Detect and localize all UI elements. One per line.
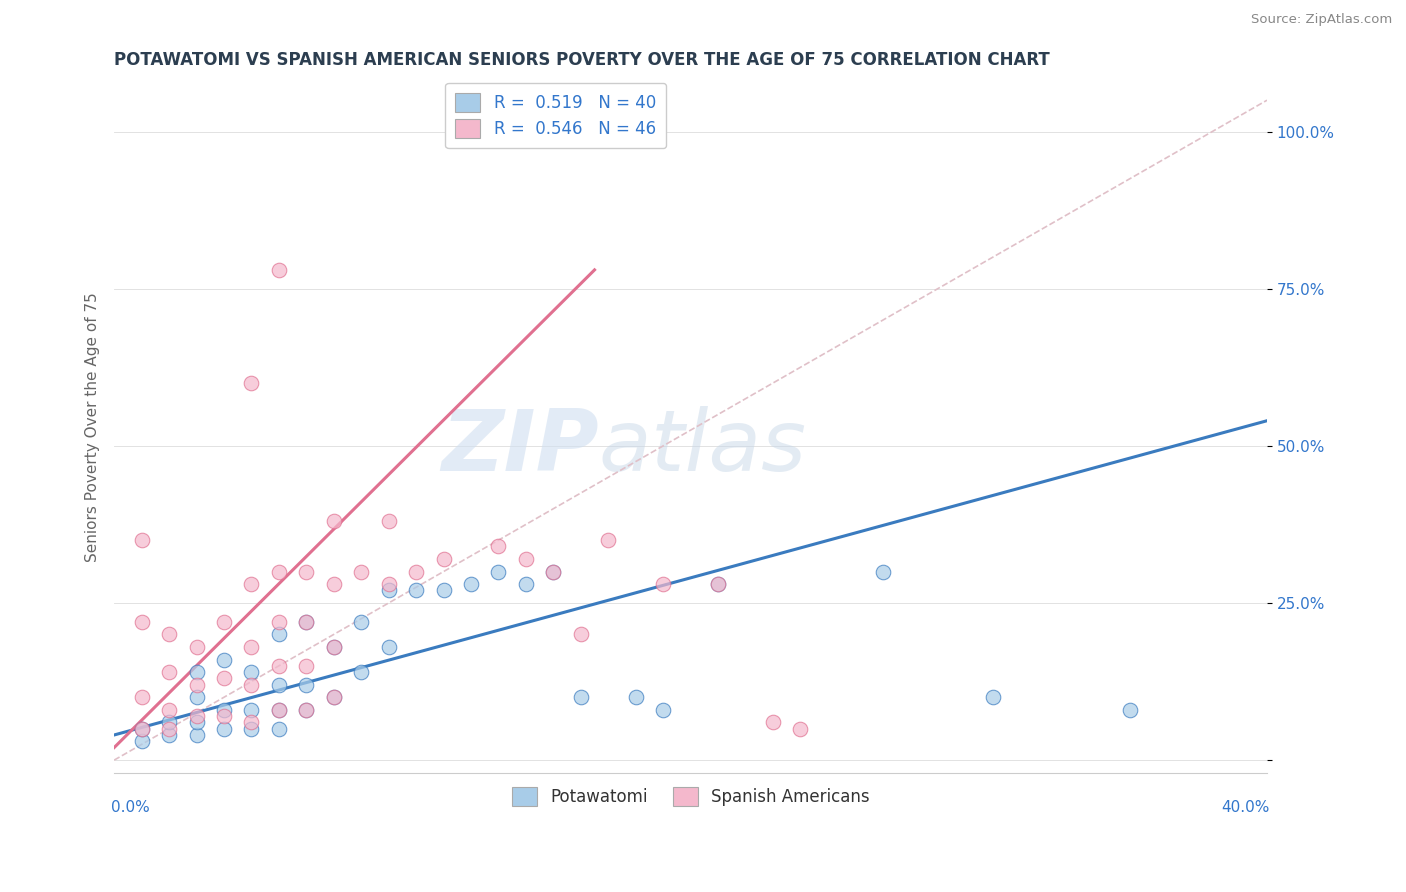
Point <box>295 678 318 692</box>
Point <box>267 627 290 641</box>
Point <box>186 715 208 730</box>
Text: 40.0%: 40.0% <box>1222 799 1270 814</box>
Point <box>295 658 318 673</box>
Text: 0.0%: 0.0% <box>111 799 150 814</box>
Point <box>488 540 510 554</box>
Point <box>515 552 537 566</box>
Point <box>212 703 235 717</box>
Point <box>212 652 235 666</box>
Point <box>267 658 290 673</box>
Point <box>240 376 263 390</box>
Point <box>488 565 510 579</box>
Point <box>350 665 373 679</box>
Point <box>350 615 373 629</box>
Point <box>624 690 647 705</box>
Point <box>240 640 263 654</box>
Point <box>157 703 180 717</box>
Point <box>872 565 894 579</box>
Point <box>212 722 235 736</box>
Point <box>157 627 180 641</box>
Point <box>350 565 373 579</box>
Point <box>569 627 592 641</box>
Point <box>543 565 565 579</box>
Point <box>131 722 153 736</box>
Point <box>186 728 208 742</box>
Point <box>295 703 318 717</box>
Point <box>186 709 208 723</box>
Point <box>652 577 675 591</box>
Point <box>186 640 208 654</box>
Point <box>267 263 290 277</box>
Point <box>322 514 344 528</box>
Text: ZIP: ZIP <box>440 406 599 489</box>
Point <box>377 640 399 654</box>
Point <box>212 709 235 723</box>
Point <box>377 577 399 591</box>
Point <box>322 690 344 705</box>
Point <box>131 734 153 748</box>
Point <box>157 665 180 679</box>
Point <box>598 533 620 548</box>
Point <box>157 715 180 730</box>
Point <box>240 715 263 730</box>
Text: Source: ZipAtlas.com: Source: ZipAtlas.com <box>1251 13 1392 27</box>
Point <box>322 640 344 654</box>
Point <box>267 565 290 579</box>
Point <box>569 690 592 705</box>
Point <box>240 678 263 692</box>
Point <box>322 640 344 654</box>
Point <box>131 722 153 736</box>
Point <box>157 728 180 742</box>
Point <box>240 577 263 591</box>
Point <box>377 514 399 528</box>
Point <box>186 665 208 679</box>
Y-axis label: Seniors Poverty Over the Age of 75: Seniors Poverty Over the Age of 75 <box>86 293 100 562</box>
Point <box>405 583 427 598</box>
Text: POTAWATOMI VS SPANISH AMERICAN SENIORS POVERTY OVER THE AGE OF 75 CORRELATION CH: POTAWATOMI VS SPANISH AMERICAN SENIORS P… <box>114 51 1050 69</box>
Point <box>377 583 399 598</box>
Point <box>707 577 730 591</box>
Point <box>405 565 427 579</box>
Point <box>432 552 454 566</box>
Point <box>543 565 565 579</box>
Point <box>267 703 290 717</box>
Point <box>762 715 785 730</box>
Point <box>295 615 318 629</box>
Point <box>789 722 811 736</box>
Point <box>652 703 675 717</box>
Point <box>131 533 153 548</box>
Point <box>322 577 344 591</box>
Point <box>267 678 290 692</box>
Point <box>707 577 730 591</box>
Point <box>295 615 318 629</box>
Point <box>240 703 263 717</box>
Text: atlas: atlas <box>599 406 807 489</box>
Point <box>295 703 318 717</box>
Point <box>267 722 290 736</box>
Legend: Potawatomi, Spanish Americans: Potawatomi, Spanish Americans <box>505 780 876 813</box>
Point <box>515 577 537 591</box>
Point <box>432 583 454 598</box>
Point <box>212 672 235 686</box>
Point <box>1119 703 1142 717</box>
Point <box>267 703 290 717</box>
Point <box>460 577 482 591</box>
Point <box>322 690 344 705</box>
Point <box>157 722 180 736</box>
Point <box>267 615 290 629</box>
Point <box>981 690 1004 705</box>
Point <box>186 690 208 705</box>
Point <box>212 615 235 629</box>
Point <box>240 722 263 736</box>
Point <box>186 678 208 692</box>
Point <box>131 690 153 705</box>
Point <box>131 615 153 629</box>
Point <box>240 665 263 679</box>
Point <box>295 565 318 579</box>
